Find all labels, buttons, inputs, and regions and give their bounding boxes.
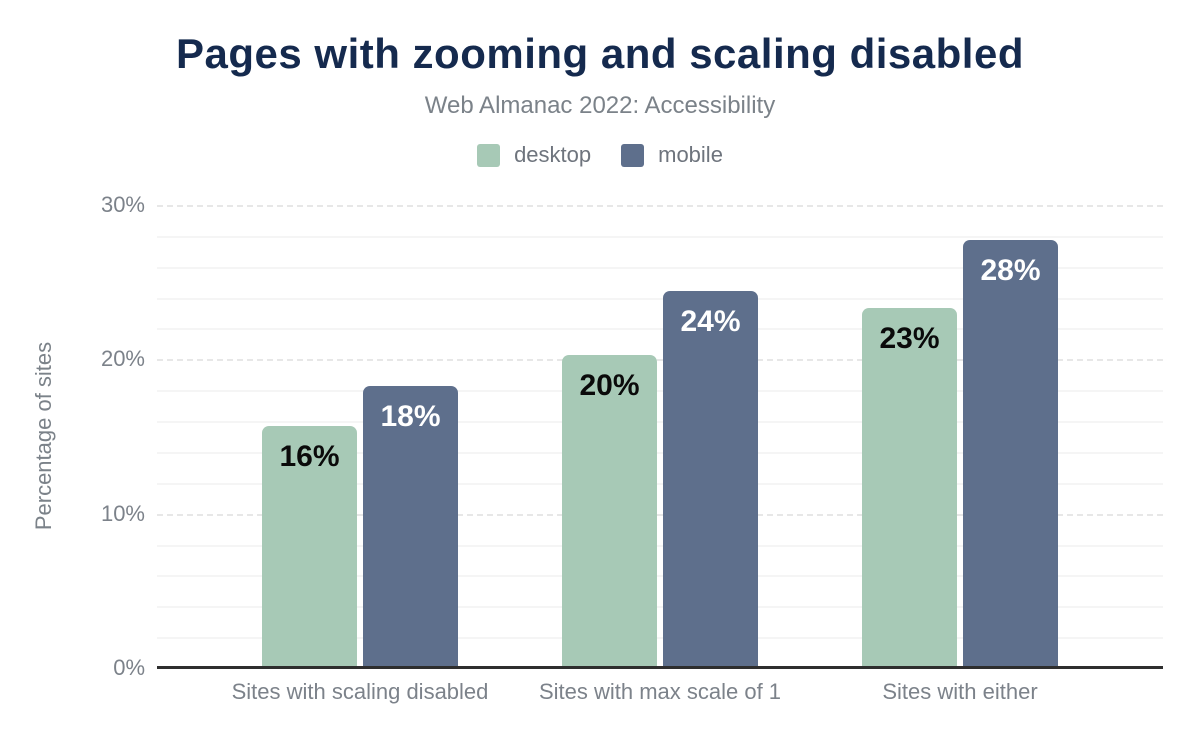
- x-axis-line: [157, 666, 1163, 669]
- gridline-major: [157, 359, 1163, 362]
- legend-swatch-mobile-icon: [621, 143, 645, 167]
- gridline-minor: [157, 544, 1163, 547]
- y-tick-label: 0%: [113, 655, 145, 680]
- gridline-minor: [157, 451, 1163, 454]
- gridline-minor: [157, 575, 1163, 578]
- gridline-major: [157, 205, 1163, 207]
- y-tick-label: 30%: [100, 192, 145, 217]
- y-tick-label: 10%: [100, 500, 145, 526]
- bar-value-label: 16%: [279, 439, 340, 473]
- plot-area: 16% 18% 20% 24% 23% 28%: [157, 205, 1163, 668]
- bar-value-label: 28%: [980, 254, 1041, 288]
- gridline-minor: [157, 297, 1163, 300]
- x-category-label: Sites with scaling disabled: [231, 679, 489, 704]
- bar-desktop-3: 23%: [862, 308, 957, 668]
- legend-label-desktop: desktop: [514, 142, 592, 167]
- bar-value-label: 24%: [680, 305, 741, 339]
- bar-desktop-1: 16%: [262, 425, 357, 668]
- bar-value-label: 23%: [879, 322, 940, 356]
- gridline-minor: [157, 637, 1163, 640]
- chart-title: Pages with zooming and scaling disabled: [176, 30, 1024, 77]
- gridline-minor: [157, 390, 1163, 393]
- gridline-minor: [157, 606, 1163, 609]
- gridline-minor: [157, 482, 1163, 485]
- legend-item-mobile: mobile: [621, 142, 723, 168]
- bar-mobile-3: 28%: [963, 240, 1058, 668]
- bar-mobile-1: 18%: [363, 385, 458, 668]
- gridline-minor: [157, 328, 1163, 331]
- bar-value-label: 18%: [380, 399, 441, 433]
- chart-subtitle: Web Almanac 2022: Accessibility: [424, 92, 776, 119]
- gridline-major: [157, 513, 1163, 516]
- gridline-minor: [157, 421, 1163, 424]
- y-tick-label: 20%: [100, 346, 145, 372]
- gridline-minor: [157, 266, 1163, 269]
- x-category-label: Sites with max scale of 1: [538, 679, 782, 704]
- x-category-label: Sites with either: [882, 679, 1038, 704]
- legend-item-desktop: desktop: [477, 142, 591, 168]
- legend-swatch-desktop-icon: [477, 143, 501, 167]
- bar-value-label: 20%: [579, 368, 640, 402]
- gridline-minor: [157, 235, 1163, 238]
- bar-desktop-2: 20%: [562, 354, 657, 668]
- bar-mobile-2: 24%: [663, 291, 758, 668]
- legend: desktop mobile: [0, 142, 1200, 168]
- legend-label-mobile: mobile: [658, 142, 723, 167]
